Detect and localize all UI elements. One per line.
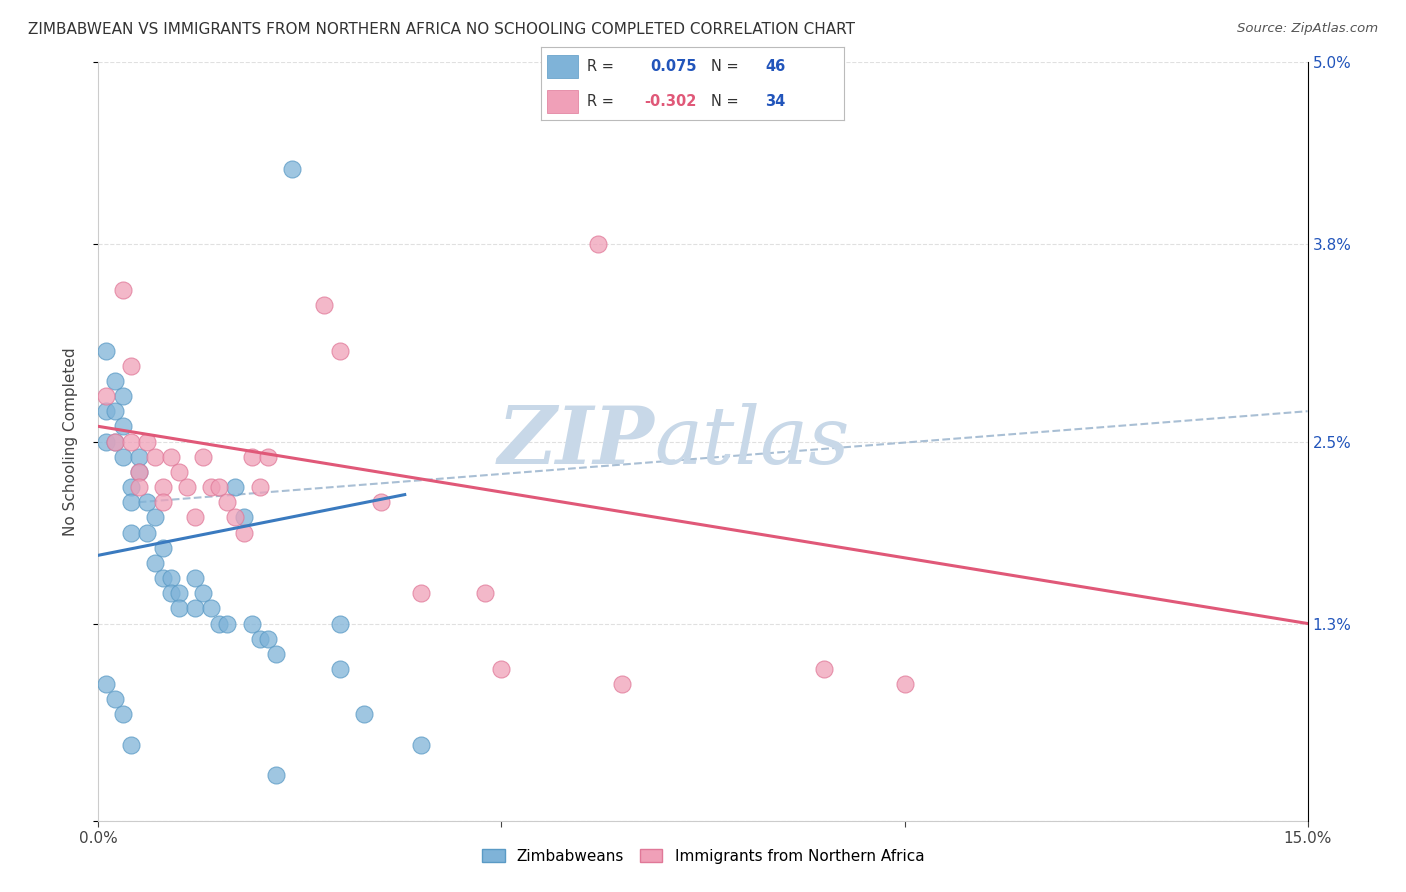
Point bbox=[167, 586, 190, 600]
Text: R =: R = bbox=[586, 94, 613, 109]
Point bbox=[208, 480, 231, 494]
Point bbox=[813, 662, 835, 676]
Text: N =: N = bbox=[710, 94, 738, 109]
Point bbox=[232, 510, 254, 524]
Bar bbox=[547, 54, 578, 78]
Point bbox=[314, 298, 336, 312]
Text: 34: 34 bbox=[765, 94, 786, 109]
Point bbox=[249, 632, 271, 646]
Point bbox=[152, 571, 174, 585]
Point bbox=[143, 510, 166, 524]
Point bbox=[184, 571, 207, 585]
Point bbox=[264, 647, 287, 661]
Point bbox=[474, 586, 496, 600]
Point bbox=[96, 404, 118, 418]
Point bbox=[160, 571, 183, 585]
Point bbox=[143, 556, 166, 570]
Point bbox=[370, 495, 392, 509]
Point bbox=[160, 586, 183, 600]
Point bbox=[224, 480, 246, 494]
Point bbox=[586, 237, 609, 252]
Point bbox=[217, 616, 239, 631]
Text: -0.302: -0.302 bbox=[644, 94, 696, 109]
Point bbox=[152, 495, 174, 509]
Point bbox=[329, 616, 352, 631]
Point bbox=[409, 738, 432, 752]
Point bbox=[249, 480, 271, 494]
Point bbox=[200, 480, 222, 494]
Point bbox=[128, 465, 150, 479]
Point bbox=[217, 495, 239, 509]
Bar bbox=[547, 90, 578, 113]
Point bbox=[120, 525, 142, 540]
Point bbox=[128, 465, 150, 479]
Point bbox=[143, 450, 166, 464]
Point bbox=[208, 616, 231, 631]
Text: Source: ZipAtlas.com: Source: ZipAtlas.com bbox=[1237, 22, 1378, 36]
Point bbox=[111, 450, 134, 464]
Point bbox=[96, 343, 118, 358]
Point bbox=[256, 450, 278, 464]
Point bbox=[232, 525, 254, 540]
Text: 46: 46 bbox=[765, 59, 786, 74]
Point bbox=[256, 632, 278, 646]
Point bbox=[96, 434, 118, 449]
Point bbox=[184, 601, 207, 615]
Point bbox=[103, 374, 125, 388]
Point bbox=[409, 586, 432, 600]
Point bbox=[103, 434, 125, 449]
Point bbox=[111, 419, 134, 434]
Point bbox=[103, 404, 125, 418]
Y-axis label: No Schooling Completed: No Schooling Completed bbox=[63, 347, 77, 536]
Legend: Zimbabweans, Immigrants from Northern Africa: Zimbabweans, Immigrants from Northern Af… bbox=[475, 843, 931, 870]
Text: atlas: atlas bbox=[655, 403, 851, 480]
Point bbox=[120, 359, 142, 373]
Point bbox=[193, 586, 215, 600]
Text: R =: R = bbox=[586, 59, 613, 74]
Point bbox=[120, 434, 142, 449]
Point bbox=[329, 662, 352, 676]
Point bbox=[152, 541, 174, 555]
Point bbox=[128, 480, 150, 494]
Text: 0.075: 0.075 bbox=[650, 59, 696, 74]
Point bbox=[111, 707, 134, 722]
Text: N =: N = bbox=[710, 59, 738, 74]
Point bbox=[160, 450, 183, 464]
Point bbox=[329, 343, 352, 358]
Point bbox=[176, 480, 198, 494]
Point bbox=[96, 677, 118, 691]
Point bbox=[135, 495, 157, 509]
Point bbox=[111, 389, 134, 403]
Point bbox=[120, 480, 142, 494]
Point bbox=[200, 601, 222, 615]
Point bbox=[135, 434, 157, 449]
Point bbox=[193, 450, 215, 464]
Point bbox=[167, 465, 190, 479]
Point bbox=[135, 525, 157, 540]
Point bbox=[103, 692, 125, 706]
Point bbox=[281, 161, 304, 176]
Point bbox=[224, 510, 246, 524]
Text: ZIMBABWEAN VS IMMIGRANTS FROM NORTHERN AFRICA NO SCHOOLING COMPLETED CORRELATION: ZIMBABWEAN VS IMMIGRANTS FROM NORTHERN A… bbox=[28, 22, 855, 37]
Point bbox=[612, 677, 634, 691]
Point bbox=[184, 510, 207, 524]
Point bbox=[240, 616, 263, 631]
Point bbox=[128, 450, 150, 464]
Point bbox=[353, 707, 375, 722]
Point bbox=[120, 495, 142, 509]
Point bbox=[152, 480, 174, 494]
Point bbox=[491, 662, 513, 676]
Point bbox=[120, 738, 142, 752]
Point bbox=[893, 677, 915, 691]
Point bbox=[240, 450, 263, 464]
Point bbox=[264, 768, 287, 782]
Point bbox=[96, 389, 118, 403]
Point bbox=[103, 434, 125, 449]
Text: ZIP: ZIP bbox=[498, 403, 655, 480]
Point bbox=[167, 601, 190, 615]
Point bbox=[111, 283, 134, 297]
